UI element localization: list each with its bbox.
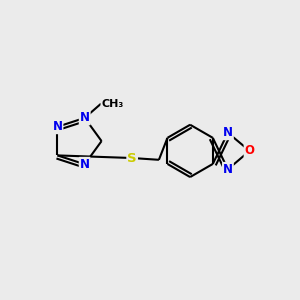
Text: S: S xyxy=(128,152,137,164)
Text: N: N xyxy=(80,158,90,171)
Text: O: O xyxy=(244,144,255,158)
Text: CH₃: CH₃ xyxy=(101,99,123,109)
Text: N: N xyxy=(223,126,233,139)
Text: N: N xyxy=(223,163,233,176)
Text: N: N xyxy=(52,120,62,133)
Text: N: N xyxy=(80,111,90,124)
